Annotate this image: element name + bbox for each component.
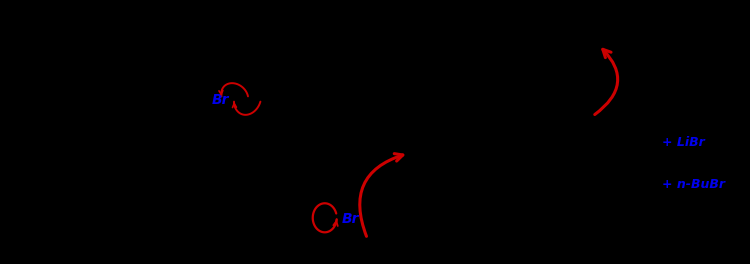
Text: + LiBr: + LiBr [662,136,704,149]
Text: + n-BuBr: + n-BuBr [662,178,724,191]
Text: Br: Br [341,212,358,226]
Text: Br: Br [211,93,229,107]
